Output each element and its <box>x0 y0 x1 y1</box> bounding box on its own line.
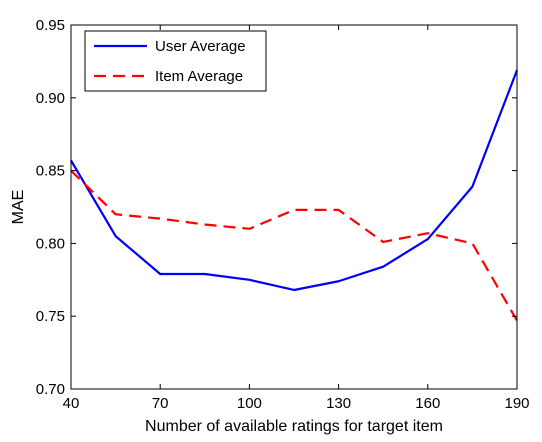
x-tick-label: 40 <box>63 395 80 412</box>
series-line-item-average <box>70 169 518 322</box>
axes-frame <box>70 24 518 390</box>
legend-label: Item Average <box>155 68 243 85</box>
x-tick-label: 130 <box>326 395 351 412</box>
x-tick-label: 100 <box>237 395 262 412</box>
series-line-user-average <box>70 69 519 292</box>
x-tick-label: 190 <box>504 395 529 412</box>
y-axis-label: MAE <box>10 190 27 225</box>
legend: User Average Item Average <box>84 30 267 92</box>
y-tick-label: 0.75 <box>36 308 65 325</box>
x-tick-label: 160 <box>415 395 440 412</box>
series-layer <box>70 69 519 322</box>
y-tick-label: 0.90 <box>36 90 65 107</box>
y-tick-label: 0.85 <box>36 163 65 180</box>
x-axis-label: Number of available ratings for target i… <box>145 418 443 435</box>
legend-box <box>84 30 267 92</box>
y-tick-label: 0.95 <box>36 17 65 34</box>
y-tick-label: 0.70 <box>36 381 65 398</box>
x-tick-label: 70 <box>152 395 169 412</box>
y-tick-label: 0.80 <box>36 235 65 252</box>
legend-label: User Average <box>155 38 246 55</box>
axes-layer: 40 70 100 130 160 190 0.70 0.75 0.80 0.85 0.90 0.95 <box>36 17 530 412</box>
